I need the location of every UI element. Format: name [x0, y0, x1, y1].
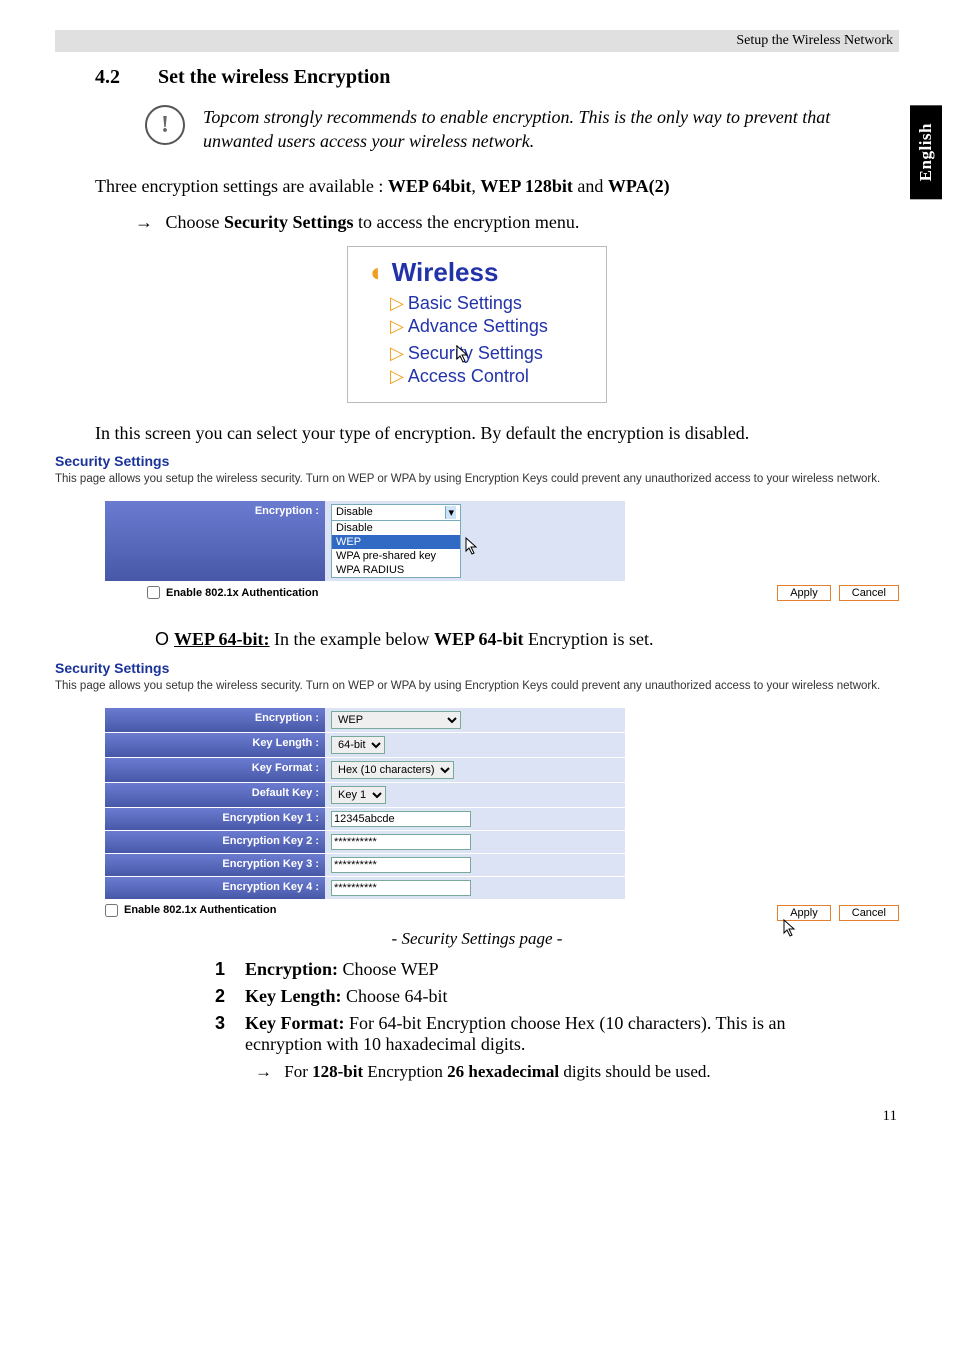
encryption-key-3-input[interactable]	[331, 857, 471, 873]
wireless-menu-head: ◐Wireless	[370, 257, 584, 288]
ss2-keyformat-select[interactable]: Hex (10 characters)	[331, 761, 454, 779]
ss2-defaultkey-label: Default Key :	[105, 783, 325, 808]
wireless-menu-screenshot: ◐Wireless ▷Basic Settings ▷Advance Setti…	[347, 246, 607, 403]
recommend-row: ! Topcom strongly recommends to enable e…	[145, 105, 899, 154]
dropdown-opt-wep[interactable]: WEP	[332, 535, 460, 549]
wireless-item-access[interactable]: ▷Access Control	[390, 365, 584, 388]
encryption-key-2-input[interactable]	[331, 834, 471, 850]
ss2-encryption-label: Encryption :	[105, 708, 325, 733]
wireless-item-security[interactable]: ▷Security Settings	[390, 338, 584, 365]
ss2-keyformat-label: Key Format :	[105, 758, 325, 783]
dropdown-opt-wpa-psk[interactable]: WPA pre-shared key	[332, 549, 460, 563]
cursor-icon	[783, 919, 799, 939]
security-settings-1: Security Settings This page allows you s…	[55, 453, 899, 603]
step-3-num: 3	[215, 1013, 233, 1055]
after-menu-text: In this screen you can select your type …	[95, 421, 899, 445]
three-settings-line: Three encryption settings are available …	[95, 174, 899, 198]
enable-8021x-checkbox[interactable]	[147, 586, 160, 599]
ss2-keylength-label: Key Length :	[105, 733, 325, 758]
ss1-title: Security Settings	[55, 453, 899, 469]
section-number: 4.2	[95, 66, 120, 89]
ss2-title: Security Settings	[55, 660, 899, 676]
dropdown-opt-disable[interactable]: Disable	[332, 521, 460, 535]
ss2-k3-label: Encryption Key 3 :	[105, 854, 325, 877]
section-title: Set the wireless Encryption	[158, 66, 390, 89]
ss2-keylength-select[interactable]: 64-bit	[331, 736, 385, 754]
page-number: 11	[55, 1108, 899, 1125]
header-running: Setup the Wireless Network	[736, 33, 893, 49]
encryption-key-4-input[interactable]	[331, 880, 471, 896]
step-2-num: 2	[215, 986, 233, 1007]
ss2-k2-label: Encryption Key 2 :	[105, 831, 325, 854]
cancel-button[interactable]: Cancel	[839, 585, 899, 601]
cursor-icon	[456, 345, 472, 365]
ss1-desc: This page allows you setup the wireless …	[55, 473, 899, 485]
encryption-dropdown[interactable]: Disable▾ Disable WEP WPA pre-shared key …	[331, 504, 461, 578]
section-heading: 4.2 Set the wireless Encryption	[95, 66, 899, 89]
figure-caption: - Security Settings page -	[55, 929, 899, 949]
cancel-button-2[interactable]: Cancel	[839, 905, 899, 921]
ss2-defaultkey-select[interactable]: Key 1	[331, 786, 386, 804]
ss2-k4-label: Encryption Key 4 :	[105, 877, 325, 900]
security-settings-2: Security Settings This page allows you s…	[55, 660, 899, 921]
language-tab: English	[910, 105, 942, 199]
header-bar: Setup the Wireless Network	[55, 30, 899, 52]
dropdown-opt-wpa-radius[interactable]: WPA RADIUS	[332, 563, 460, 577]
ss1-encryption-label: Encryption :	[105, 501, 325, 582]
ss2-k1-label: Encryption Key 1 :	[105, 808, 325, 831]
ss2-desc: This page allows you setup the wireless …	[55, 680, 899, 692]
ss1-encryption-field: Disable▾ Disable WEP WPA pre-shared key …	[325, 501, 625, 582]
encryption-key-1-input[interactable]	[331, 811, 471, 827]
ss1-auth-row: Enable 802.1x Authentication	[147, 582, 625, 603]
wep64-intro: O WEP 64-bit: In the example below WEP 6…	[155, 627, 899, 651]
wireless-item-basic[interactable]: ▷Basic Settings	[390, 292, 584, 315]
info-icon: !	[145, 105, 185, 145]
cursor-icon	[465, 537, 481, 557]
note-128bit: For 128-bit Encryption 26 hexadecimal di…	[255, 1061, 899, 1084]
recommend-text: Topcom strongly recommends to enable enc…	[203, 105, 843, 154]
choose-line: Choose Security Settings to access the e…	[135, 210, 899, 234]
wireless-item-advance[interactable]: ▷Advance Settings	[390, 315, 584, 338]
steps-list: 1 Encryption: Choose WEP 2 Key Length: C…	[215, 959, 899, 1055]
step-1-num: 1	[215, 959, 233, 980]
ss2-encryption-select[interactable]: WEP	[331, 711, 461, 729]
apply-button[interactable]: Apply	[777, 585, 831, 601]
